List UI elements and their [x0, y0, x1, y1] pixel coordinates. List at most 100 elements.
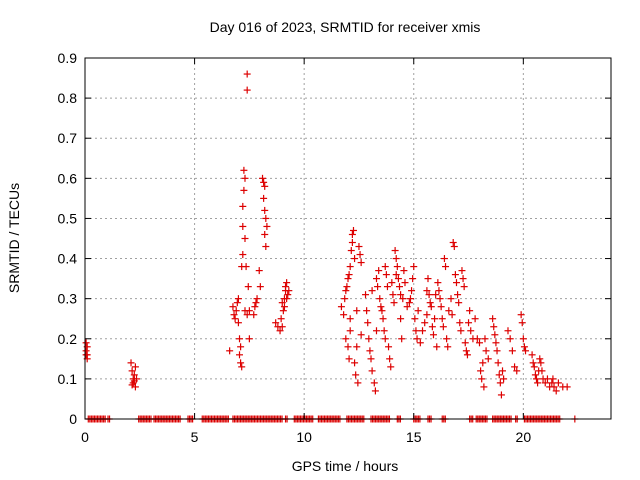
- data-point: [244, 283, 252, 291]
- data-point: [356, 251, 364, 259]
- data-point: [232, 307, 240, 315]
- data-point: [344, 275, 352, 283]
- x-tick-label: 10: [296, 429, 312, 445]
- data-point: [259, 174, 267, 182]
- data-point: [279, 307, 287, 315]
- data-point: [342, 287, 350, 295]
- y-tick-label: 0.1: [58, 371, 78, 387]
- data-point: [250, 311, 258, 319]
- data-point: [394, 275, 402, 283]
- x-tick-label: 20: [516, 429, 532, 445]
- data-point: [421, 319, 429, 327]
- data-point: [280, 303, 288, 311]
- data-point: [426, 299, 434, 307]
- data-point: [239, 251, 247, 259]
- data-point: [447, 295, 455, 303]
- data-point: [425, 291, 433, 299]
- data-point: [277, 315, 285, 323]
- data-point: [237, 343, 245, 351]
- data-point: [493, 347, 501, 355]
- data-point: [473, 335, 481, 343]
- data-point: [237, 359, 245, 367]
- data-point: [392, 271, 400, 279]
- data-point: [387, 363, 395, 371]
- data-point: [340, 311, 348, 319]
- data-point: [236, 351, 244, 359]
- data-point: [231, 315, 239, 323]
- data-point: [383, 283, 391, 291]
- data-point: [477, 367, 485, 375]
- y-tick-label: 0.4: [58, 251, 78, 267]
- y-tick-label: 0.3: [58, 291, 78, 307]
- data-point: [462, 347, 470, 355]
- data-point: [504, 327, 512, 335]
- data-point: [253, 295, 261, 303]
- data-point: [397, 291, 405, 299]
- data-point: [519, 335, 527, 343]
- data-point: [234, 295, 242, 303]
- data-point: [388, 279, 396, 287]
- data-point: [357, 259, 365, 267]
- data-point: [382, 271, 390, 279]
- data-point: [461, 339, 469, 347]
- data-point: [130, 377, 138, 385]
- data-point: [440, 255, 448, 263]
- data-point: [346, 263, 354, 271]
- data-point: [283, 279, 291, 287]
- data-point: [511, 363, 519, 371]
- data-point: [508, 347, 516, 355]
- data-point: [500, 375, 508, 383]
- data-point: [353, 343, 361, 351]
- y-tick-label: 0: [69, 411, 77, 427]
- data-point: [406, 295, 414, 303]
- data-point: [538, 367, 546, 375]
- data-point: [391, 247, 399, 255]
- data-point: [499, 367, 507, 375]
- data-point: [459, 275, 467, 283]
- data-point: [531, 371, 539, 379]
- data-point: [423, 311, 431, 319]
- data-point: [376, 295, 384, 303]
- data-point: [230, 311, 238, 319]
- data-point: [482, 347, 490, 355]
- data-point: [385, 343, 393, 351]
- data-point: [380, 327, 388, 335]
- data-point: [554, 379, 562, 387]
- data-point: [348, 230, 356, 238]
- data-point: [463, 351, 471, 359]
- data-point: [366, 347, 374, 355]
- data-point: [365, 335, 373, 343]
- axis-ticks: 0 0.1 0.2 0.3 0.4 0.5 0.6 0.7 0.8 0.9 0 5 10 15 20: [58, 50, 611, 445]
- data-point: [465, 319, 473, 327]
- data-point: [239, 202, 247, 210]
- data-point: [252, 299, 260, 307]
- y-tick-label: 0.9: [58, 50, 78, 66]
- data-point: [240, 186, 248, 194]
- data-point: [408, 287, 416, 295]
- y-tick-label: 0.2: [58, 331, 78, 347]
- data-point: [272, 319, 280, 327]
- data-point: [351, 255, 359, 263]
- data-point: [377, 303, 385, 311]
- data-point: [480, 383, 488, 391]
- data-point: [411, 315, 419, 323]
- data-point: [349, 226, 357, 234]
- data-point: [550, 383, 558, 391]
- data-point: [451, 271, 459, 279]
- data-point: [241, 174, 249, 182]
- data-point: [278, 323, 286, 331]
- data-point: [261, 206, 269, 214]
- data-point: [442, 263, 450, 271]
- data-point: [454, 291, 462, 299]
- data-point: [226, 347, 234, 355]
- data-point: [481, 335, 489, 343]
- y-tick-label: 0.5: [58, 210, 78, 226]
- data-point: [396, 283, 404, 291]
- data-point: [352, 371, 360, 379]
- data-point: [381, 335, 389, 343]
- data-point: [261, 182, 269, 190]
- data-point: [419, 327, 427, 335]
- data-point: [255, 267, 263, 275]
- data-point: [347, 247, 355, 255]
